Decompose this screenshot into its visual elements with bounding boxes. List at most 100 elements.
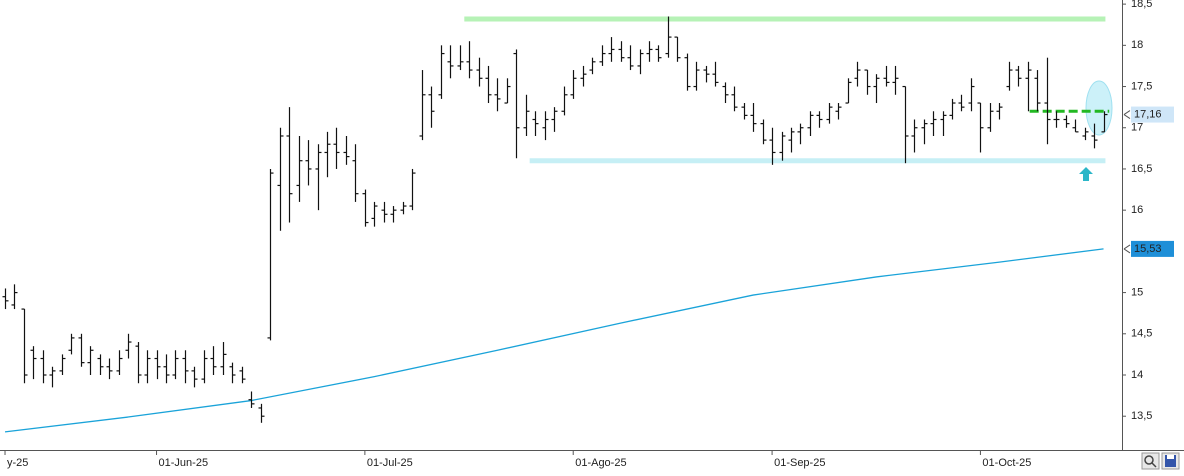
ohlc-bar [911,119,918,153]
ohlc-bar [826,103,833,124]
ohlc-bar [523,94,530,136]
ohlc-bar [457,45,464,71]
ohlc-bar [703,65,710,83]
ohlc-bar [958,94,965,112]
ohlc-bar [381,201,388,223]
ohlc-bar [201,350,208,384]
ohlc-bar [286,107,293,223]
y-tick-label: 17,5 [1131,80,1152,92]
ohlc-bar [873,74,880,104]
up-arrow [1079,167,1093,181]
save-label [1167,455,1174,459]
ohlc-bar [1082,127,1089,141]
ohlc-bar [750,103,757,132]
ohlc-bar [97,354,104,375]
y-tick-label: 15 [1131,286,1143,298]
save-icon[interactable] [1161,452,1180,470]
ohlc-bar [504,78,511,104]
ohlc-bar [1015,65,1022,87]
zoom-icon[interactable] [1141,452,1160,470]
ohlc-bar [59,354,66,375]
y-tick-label: 17 [1131,122,1143,134]
ohlc-bar [2,288,9,310]
ohlc-bar [239,366,246,384]
y-tick-label: 14 [1131,369,1143,381]
ohlc-bar [324,131,331,178]
ohlc-bar [930,111,937,136]
ohlc-bar [722,82,729,104]
price-label: 17,16 [1134,108,1162,120]
ohlc-bar [248,391,255,408]
ohlc-bar [760,119,767,145]
y-tick-label: 18,5 [1131,0,1152,10]
ohlc-bar [125,333,132,359]
ohlc-bar [949,98,956,120]
ohlc-bar [135,342,142,384]
ohlc-bar [864,69,871,95]
ohlc-bar [352,144,359,202]
ohlc-bar [258,403,265,423]
ohlc-bar [296,135,303,202]
ohlc-bar [419,70,426,141]
ohlc-bar [835,103,842,120]
ohlc-bar [163,354,170,384]
ohlc-bar [816,111,823,128]
zoom-glass [1144,455,1154,465]
ohlc-bar [684,53,691,91]
ohlc-bar [21,308,28,384]
ohlc-bar [87,346,94,375]
ohlc-bar [210,346,217,375]
y-tick-label: 14,5 [1131,328,1152,340]
price-label-box [1131,106,1174,123]
ohlc-bar [11,284,18,310]
ohlc-bar [599,45,606,66]
ohlc-bar [78,333,85,367]
y-tick-label: 13,5 [1131,410,1152,422]
ohlc-bar [580,65,587,87]
ohlc-bar [674,36,681,62]
ohlc-bar [409,168,416,211]
ohlc-bar [532,111,539,136]
ohlc-bar [968,78,975,112]
ohlc-bar [561,86,568,116]
ohlc-bar [542,111,549,141]
ohlc-bar [1063,115,1070,128]
ohlc-bar [608,37,615,62]
ohlc-bar [438,45,445,99]
ohlc-bar [220,342,227,375]
ohlc-bar [305,140,312,186]
ohlc-bar [1025,61,1032,112]
ohlc-bar [779,131,786,161]
ohlc-bar [154,350,161,380]
ohlc-bar [693,61,700,91]
ohlc-bar [731,86,738,112]
ohlc-bar [476,57,483,87]
ohlc-bar [788,127,795,153]
save-disk [1165,455,1176,467]
ohlc-bar [371,201,378,227]
ohlc-bar [400,201,407,215]
ohlc-bar [627,45,634,71]
ohlc-bar [996,103,1003,120]
ohlc-bar [551,107,558,132]
highlight-ellipse [1085,80,1113,136]
ohlc-bar [277,127,284,231]
ohlc-bar [229,362,236,384]
price-label-box [1131,240,1174,257]
ohlc-bar [921,119,928,145]
ohlc-bar [570,70,577,99]
y-tick-label: 18 [1131,39,1143,51]
ohlc-bar [466,41,473,79]
ohlc-bar [987,103,994,132]
ohlc-bar [646,41,653,62]
ohlc-bar [665,16,672,58]
x-tick-label: 01-Jul-25 [367,457,413,469]
ohlc-bar [741,103,748,120]
ohlc-bar [144,350,151,384]
ohlc-bar [807,111,814,136]
x-tick-label: y-25 [7,457,28,469]
ohlc-bar [116,350,123,375]
ohlc-bar [447,45,454,79]
ohlc-bar [315,144,322,211]
